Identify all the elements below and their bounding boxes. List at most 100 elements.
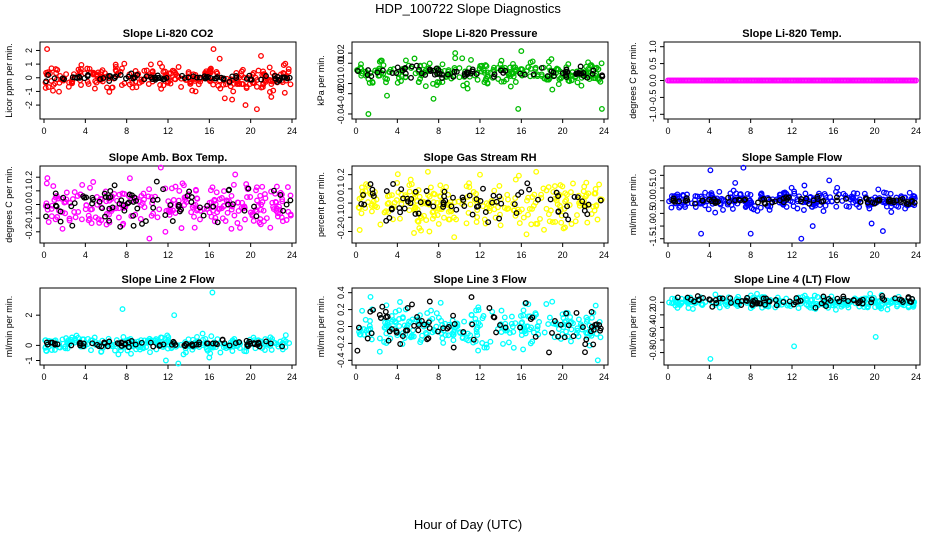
data-point <box>511 201 518 208</box>
y-tick-label: 0.2 <box>336 303 346 316</box>
data-point <box>102 193 109 200</box>
data-point <box>117 72 124 78</box>
data-point <box>96 198 103 205</box>
data-point <box>216 55 223 62</box>
data-point <box>78 65 84 72</box>
data-point <box>366 79 373 86</box>
data-point <box>209 184 216 191</box>
data-point <box>582 341 589 348</box>
data-point <box>388 205 395 212</box>
x-tick-label: 0 <box>353 372 358 382</box>
data-point <box>376 335 383 342</box>
data-point <box>513 210 520 217</box>
data-point <box>399 341 406 347</box>
data-point <box>226 78 233 85</box>
x-tick-label: 12 <box>163 372 173 382</box>
data-point <box>451 234 458 241</box>
data-point <box>377 314 384 321</box>
data-point <box>287 197 294 204</box>
data-point <box>884 306 891 313</box>
y-tick-label: -1.5 <box>648 231 658 247</box>
data-point <box>563 66 570 73</box>
y-tick-label: 0.1 <box>336 183 346 196</box>
data-point <box>280 207 287 214</box>
data-point <box>187 80 194 87</box>
data-point <box>83 202 90 209</box>
data-point <box>131 74 138 81</box>
data-point <box>399 314 406 321</box>
data-point <box>105 335 112 342</box>
data-point <box>112 73 119 80</box>
data-point <box>178 83 185 90</box>
y-tick-label: 0 <box>24 75 34 80</box>
data-point <box>415 327 422 334</box>
data-point <box>251 341 258 348</box>
data-point <box>426 228 433 235</box>
data-point <box>109 204 116 211</box>
data-point <box>708 190 715 197</box>
data-point <box>96 343 102 350</box>
data-point <box>59 225 66 232</box>
data-point <box>143 67 150 74</box>
data-point <box>203 346 210 352</box>
data-point <box>525 194 532 201</box>
data-point <box>141 196 147 203</box>
panel-title: Slope Amb. Box Temp. <box>109 152 228 164</box>
data-point <box>385 209 392 216</box>
data-point <box>253 187 259 194</box>
y-tick-label: 0 <box>24 343 34 348</box>
y-tick-label: 1 <box>24 62 34 67</box>
data-point <box>549 329 555 336</box>
data-point <box>78 82 84 88</box>
data-point <box>61 76 67 83</box>
data-point <box>276 77 283 84</box>
data-point <box>765 196 772 203</box>
data-point <box>214 209 221 216</box>
data-point <box>169 218 176 225</box>
data-point <box>188 209 195 216</box>
data-point <box>435 328 441 335</box>
data-point <box>843 203 850 210</box>
data-point <box>545 321 552 328</box>
data-point <box>452 324 459 331</box>
data-point <box>785 194 792 201</box>
data-point <box>69 222 76 229</box>
data-point <box>62 345 69 352</box>
data-point <box>96 219 103 226</box>
data-point <box>158 85 165 92</box>
data-point <box>134 205 141 212</box>
data-point <box>106 88 113 95</box>
data-point <box>73 332 80 339</box>
data-point <box>156 206 163 213</box>
data-point <box>546 64 552 71</box>
y-tick-label: -0.2 <box>336 224 346 240</box>
data-point <box>435 67 442 73</box>
data-point <box>809 223 816 230</box>
y-axis-label: ml/min per min. <box>628 296 638 358</box>
data-point <box>401 205 408 212</box>
data-point <box>232 340 239 347</box>
data-point <box>481 344 488 351</box>
x-tick-label: 16 <box>828 250 838 260</box>
y-axis-label: ml/min per min. <box>316 296 326 358</box>
data-point <box>575 316 582 323</box>
data-point <box>408 74 414 81</box>
data-point <box>367 308 374 315</box>
x-tick-label: 16 <box>828 126 838 136</box>
y-tick-label: 0.5 <box>648 57 658 70</box>
data-point <box>98 343 105 350</box>
data-point <box>118 197 125 204</box>
y-tick-label: -0.2 <box>648 307 658 323</box>
data-point <box>146 235 153 242</box>
data-point <box>505 196 511 203</box>
y-tick-label: -0.4 <box>648 320 658 336</box>
data-point <box>562 190 569 197</box>
data-point <box>167 206 174 212</box>
data-point <box>482 62 489 69</box>
data-point <box>597 325 604 332</box>
data-point <box>83 194 90 201</box>
data-point <box>168 341 175 348</box>
y-tick-label: -0.6 <box>648 332 658 348</box>
data-point <box>414 314 421 320</box>
data-point <box>263 338 270 345</box>
